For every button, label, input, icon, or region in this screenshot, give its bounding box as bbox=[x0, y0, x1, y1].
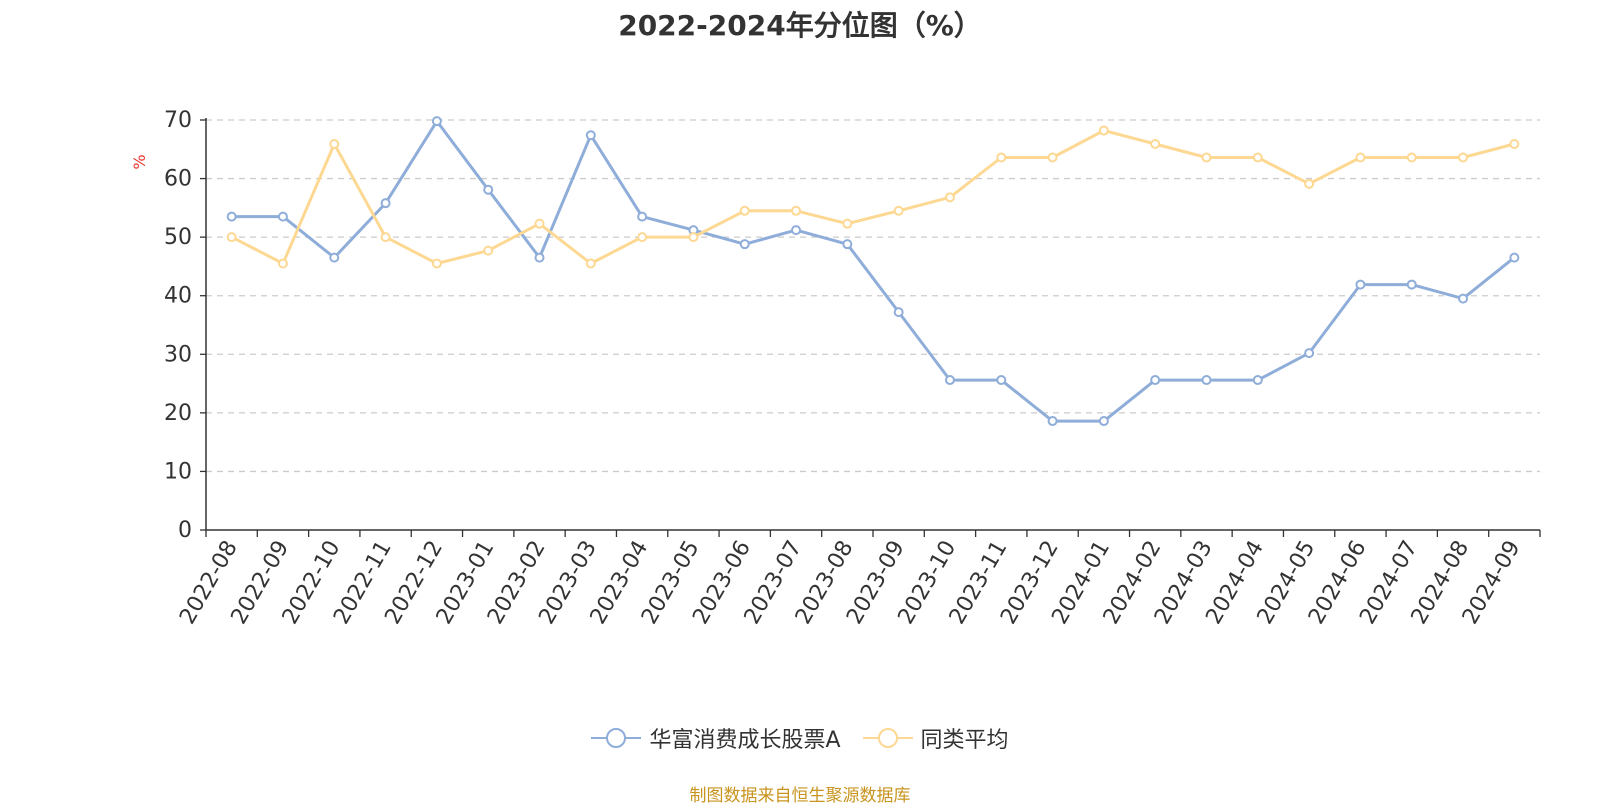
data-point bbox=[1406, 152, 1417, 163]
chart-title: 2022-2024年分位图（%） bbox=[618, 9, 982, 42]
data-point bbox=[431, 258, 442, 269]
data-point bbox=[534, 252, 545, 263]
data-point bbox=[791, 205, 802, 216]
data-point bbox=[431, 116, 442, 127]
data-point bbox=[996, 375, 1007, 386]
data-point bbox=[637, 211, 648, 222]
data-point bbox=[842, 239, 853, 250]
data-point bbox=[893, 307, 904, 318]
y-tick-label: 10 bbox=[164, 459, 192, 484]
series-line-1 bbox=[231, 119, 1516, 423]
data-point bbox=[1509, 252, 1520, 263]
data-point bbox=[226, 211, 237, 222]
data-point bbox=[1150, 139, 1161, 150]
data-point bbox=[1406, 279, 1417, 290]
data-point bbox=[842, 218, 853, 229]
data-point bbox=[329, 252, 340, 263]
data-point bbox=[1047, 152, 1058, 163]
data-point bbox=[1201, 375, 1212, 386]
data-point bbox=[483, 184, 494, 195]
y-axis-label: % bbox=[130, 154, 149, 169]
series-lines bbox=[231, 119, 1516, 423]
data-point bbox=[688, 232, 699, 243]
series-line-2 bbox=[231, 129, 1515, 265]
data-point bbox=[944, 192, 955, 203]
data-point bbox=[1458, 152, 1469, 163]
data-point bbox=[329, 139, 340, 150]
y-tick-label: 40 bbox=[164, 284, 192, 309]
data-point bbox=[1304, 348, 1315, 359]
data-point bbox=[1201, 152, 1212, 163]
data-point bbox=[277, 211, 288, 222]
data-point bbox=[585, 258, 596, 269]
data-point bbox=[380, 232, 391, 243]
y-tick-label: 0 bbox=[178, 518, 192, 543]
legend-peer-swatch-icon bbox=[862, 728, 913, 748]
data-point bbox=[944, 375, 955, 386]
data-point bbox=[483, 245, 494, 256]
data-point bbox=[1355, 152, 1366, 163]
data-point bbox=[1098, 125, 1109, 136]
legend-fund-label: 华富消费成长股票A bbox=[649, 728, 841, 753]
y-tick-label: 60 bbox=[164, 167, 192, 192]
data-point bbox=[1150, 375, 1161, 386]
data-point bbox=[534, 218, 545, 229]
legend-item-fund[interactable]: 华富消费成长股票A bbox=[591, 722, 841, 754]
legend: 华富消费成长股票A 同类平均 bbox=[0, 722, 1600, 754]
data-point bbox=[1458, 293, 1469, 304]
gridlines bbox=[206, 119, 1540, 473]
data-point bbox=[791, 225, 802, 236]
data-source-note: 制图数据来自恒生聚源数据库 bbox=[689, 786, 911, 806]
data-point bbox=[1355, 279, 1366, 290]
y-tick-label: 50 bbox=[164, 225, 192, 250]
axes: 0102030405060702022-082022-092022-102022… bbox=[164, 108, 1541, 629]
data-point bbox=[1509, 139, 1520, 150]
data-point bbox=[996, 152, 1007, 163]
data-point bbox=[739, 205, 750, 216]
data-point bbox=[585, 130, 596, 141]
y-tick-label: 70 bbox=[164, 108, 192, 133]
data-point bbox=[1047, 416, 1058, 427]
legend-fund-swatch-icon bbox=[591, 728, 642, 748]
data-point bbox=[226, 232, 237, 243]
y-tick-label: 30 bbox=[164, 342, 192, 367]
data-point bbox=[1252, 152, 1263, 163]
data-point bbox=[1304, 178, 1315, 189]
data-points bbox=[226, 116, 1520, 427]
data-point bbox=[380, 198, 391, 209]
data-point bbox=[893, 205, 904, 216]
data-point bbox=[637, 232, 648, 243]
y-tick-label: 20 bbox=[164, 401, 192, 426]
data-point bbox=[1098, 416, 1109, 427]
legend-item-peer[interactable]: 同类平均 bbox=[862, 722, 1009, 754]
data-point bbox=[1252, 375, 1263, 386]
legend-peer-label: 同类平均 bbox=[920, 728, 1009, 753]
data-point bbox=[277, 258, 288, 269]
data-point bbox=[739, 239, 750, 250]
